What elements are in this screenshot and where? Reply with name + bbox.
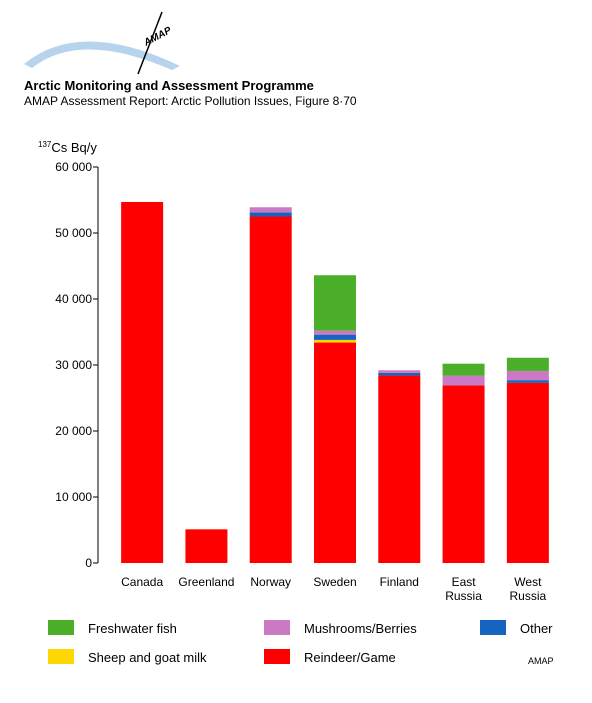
bar-segment xyxy=(506,357,549,371)
y-tick-label: 20 000 xyxy=(55,424,92,438)
bars xyxy=(121,201,549,564)
x-axis-labels: Canada Greenland Norway Sweden Finland EastRu… xyxy=(121,575,546,603)
legend-label: Mushrooms/Berries xyxy=(304,621,417,636)
legend-swatch xyxy=(48,649,74,664)
bar-segment xyxy=(185,529,228,563)
y-tick-label: 60 000 xyxy=(55,160,92,174)
bar-segment xyxy=(314,330,356,335)
bar-segment xyxy=(506,370,549,381)
bar-segment xyxy=(314,342,356,563)
logo-slash xyxy=(137,11,163,75)
bar-segment xyxy=(442,363,485,376)
legend-label: Other xyxy=(520,621,553,636)
bar-segment xyxy=(249,212,292,217)
credit-text: AMAP xyxy=(528,656,554,666)
bar-segment xyxy=(121,201,164,564)
legend: Freshwater fish Mushrooms/Berries Other She… xyxy=(48,620,553,665)
y-axis-label: 137Cs Bq/y xyxy=(38,140,97,155)
bar-segment xyxy=(314,339,356,343)
bar-segment xyxy=(249,207,292,213)
legend-swatch xyxy=(264,620,290,635)
x-category-label: Canada xyxy=(121,575,163,589)
legend-swatch xyxy=(264,649,290,664)
amap-logo: AMAP xyxy=(24,11,180,75)
bar-segment xyxy=(442,385,485,563)
y-tick-label: 50 000 xyxy=(55,226,92,240)
x-category-label: East xyxy=(452,575,477,589)
legend-label: Freshwater fish xyxy=(88,621,177,636)
y-axis: 0 10 000 20 000 30 000 40 000 50 000 60 000 xyxy=(55,160,99,570)
x-category-label: Finland xyxy=(380,575,419,589)
legend-label: Sheep and goat milk xyxy=(88,650,207,665)
y-tick-label: 30 000 xyxy=(55,358,92,372)
report-subtitle: AMAP Assessment Report: Arctic Pollution… xyxy=(24,94,357,108)
y-tick-label: 10 000 xyxy=(55,490,92,504)
y-tick-label: 0 xyxy=(85,556,92,570)
legend-swatch xyxy=(48,620,74,635)
legend-label: Reindeer/Game xyxy=(304,650,396,665)
y-axis-label-text: Cs Bq/y xyxy=(51,140,97,155)
bar-segment xyxy=(378,372,421,376)
bar-segment xyxy=(506,380,549,383)
bar-segment xyxy=(249,216,292,563)
y-axis-label-sup: 137 xyxy=(38,140,52,149)
x-category-label: Russia xyxy=(510,589,547,603)
x-category-label: Greenland xyxy=(178,575,234,589)
y-tick-label: 40 000 xyxy=(55,292,92,306)
bar-segment xyxy=(314,275,356,331)
x-category-label: Norway xyxy=(250,575,291,589)
x-category-label: West xyxy=(514,575,542,589)
x-category-label: Sweden xyxy=(313,575,356,589)
bar-segment xyxy=(314,334,356,340)
x-category-label: Russia xyxy=(445,589,482,603)
bar-segment xyxy=(506,382,549,563)
report-title: Arctic Monitoring and Assessment Program… xyxy=(24,78,314,93)
bar-segment xyxy=(442,375,485,386)
legend-swatch xyxy=(480,620,506,635)
logo-arc xyxy=(24,41,180,70)
bar-segment xyxy=(378,375,421,563)
bar-segment xyxy=(378,370,421,373)
